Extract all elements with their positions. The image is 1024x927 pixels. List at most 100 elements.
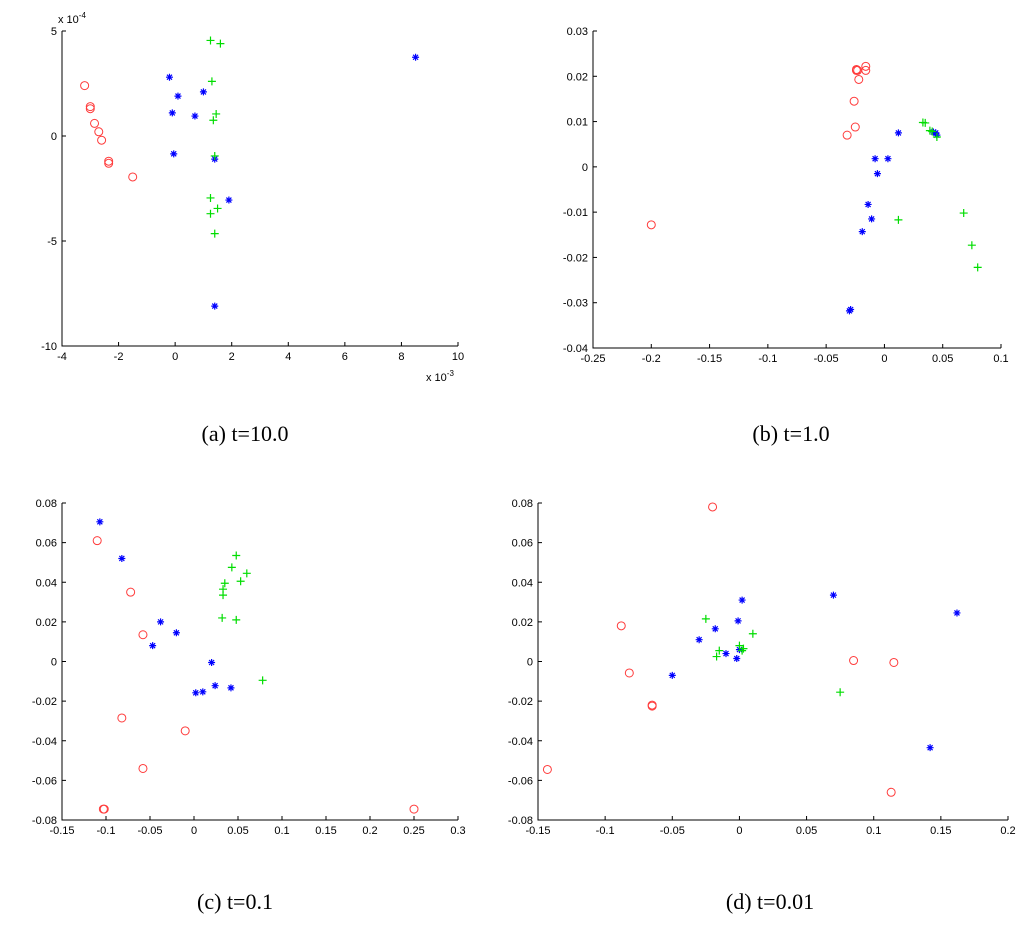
point-class-1 — [646, 220, 656, 230]
point-class-3 — [210, 151, 219, 160]
point-class-3 — [738, 646, 747, 655]
point-class-3 — [712, 652, 721, 661]
y-tick-label: 0.02 — [36, 617, 57, 629]
point-class-2 — [227, 684, 235, 692]
point-class-2 — [118, 554, 126, 562]
y-tick-label: 0.02 — [512, 617, 533, 629]
point-class-2 — [873, 170, 881, 178]
x-tick-label: -0.1 — [97, 825, 116, 837]
point-class-3 — [242, 569, 251, 578]
y-tick-label: -0.01 — [563, 207, 588, 219]
x-tick-label: 0.2 — [362, 825, 377, 837]
point-class-3 — [218, 613, 227, 622]
x-tick-label: 0 — [881, 353, 887, 365]
x-tick-label: 0.2 — [1000, 825, 1015, 837]
y-tick-label: -0.04 — [508, 736, 533, 748]
point-class-2 — [199, 688, 207, 696]
point-class-3 — [894, 215, 903, 224]
x-tick-label: -2 — [114, 351, 124, 363]
point-class-1 — [889, 657, 899, 667]
point-class-3 — [232, 551, 241, 560]
point-class-2 — [695, 636, 703, 644]
point-class-3 — [206, 36, 215, 45]
x-tick-label: 4 — [285, 351, 291, 363]
x-tick-label: 0.05 — [227, 825, 248, 837]
point-class-2 — [932, 129, 940, 137]
point-class-1 — [138, 630, 148, 640]
y-tick-label: -0.02 — [508, 696, 533, 708]
point-class-2 — [412, 53, 420, 61]
point-class-3 — [209, 116, 218, 125]
y-tick-label: -0.04 — [563, 343, 588, 355]
point-class-1 — [854, 74, 864, 84]
point-class-2 — [871, 155, 879, 163]
y-tick-label: 0 — [527, 657, 533, 669]
subplot-b: -0.25 -0.2 -0.15 -0.1 -0.05 0 0.05 0.1 -0.04 -0.0… — [563, 26, 1009, 446]
subplot-caption: (d) t=0.01 — [726, 889, 814, 914]
point-class-1 — [850, 122, 860, 132]
point-class-2 — [668, 671, 676, 679]
point-class-3 — [973, 263, 982, 272]
point-class-3 — [206, 193, 215, 202]
point-class-3 — [921, 118, 930, 127]
x-tick-label: 6 — [342, 351, 348, 363]
x-tick-label: 0 — [172, 351, 178, 363]
point-class-3 — [735, 641, 744, 650]
x-tick-label: 0.05 — [932, 353, 953, 365]
point-class-1 — [886, 787, 896, 797]
point-class-3 — [207, 77, 216, 86]
point-class-2 — [864, 200, 872, 208]
point-class-3 — [212, 109, 221, 118]
x-tick-label: -0.15 — [697, 353, 722, 365]
y-tick-label: 0.06 — [36, 538, 57, 550]
y-tick-label: -0.02 — [563, 252, 588, 264]
point-class-1 — [90, 118, 100, 128]
point-class-3 — [928, 127, 937, 136]
point-class-3 — [210, 229, 219, 238]
point-class-1 — [708, 502, 718, 512]
point-class-3 — [232, 615, 241, 624]
y-tick-label: -5 — [47, 236, 57, 248]
point-class-3 — [715, 646, 724, 655]
point-class-2 — [847, 306, 855, 314]
point-class-3 — [220, 579, 229, 588]
x-tick-label: -0.15 — [525, 825, 550, 837]
point-class-2 — [170, 150, 178, 158]
point-class-3 — [213, 204, 222, 213]
point-class-3 — [967, 241, 976, 250]
point-class-2 — [192, 689, 200, 697]
point-class-3 — [739, 644, 748, 653]
point-class-1 — [616, 621, 626, 631]
x-tick-label: 0.1 — [993, 353, 1008, 365]
point-class-3 — [258, 676, 267, 685]
x-tick-label: -0.1 — [596, 825, 615, 837]
x-tick-label: 10 — [452, 351, 464, 363]
axes-frame — [61, 31, 458, 347]
point-class-3 — [959, 209, 968, 218]
subplot-caption: (b) t=1.0 — [752, 421, 829, 446]
point-class-2 — [868, 215, 876, 223]
x-tick-label: 0.1 — [274, 825, 289, 837]
point-class-2 — [733, 655, 741, 663]
x-tick-label: -0.15 — [49, 825, 74, 837]
x-tick-label: -4 — [57, 351, 67, 363]
point-class-3 — [216, 39, 225, 48]
point-class-1 — [104, 158, 114, 168]
point-class-1 — [138, 763, 148, 773]
point-class-3 — [219, 591, 228, 600]
point-class-3 — [748, 629, 757, 638]
subplot-a: -4 -2 0 2 4 6 8 10 -10 -5 0 5x 10-4 x 10-3 (a) t=10.0 — [41, 11, 464, 446]
point-class-2 — [199, 88, 207, 96]
point-class-2 — [926, 744, 934, 752]
x-multiplier-label: x 10-3 — [426, 369, 454, 384]
point-class-2 — [738, 596, 746, 604]
x-tick-label: 0.15 — [930, 825, 951, 837]
point-class-2 — [211, 682, 219, 690]
point-class-2 — [858, 228, 866, 236]
point-class-1 — [97, 135, 107, 145]
point-class-2 — [96, 518, 104, 526]
subplot-d: -0.15 -0.1 -0.05 0 0.05 0.1 0.15 0.2 -0.08 -0.06 -… — [508, 498, 1016, 914]
point-class-1 — [861, 61, 871, 71]
point-class-1 — [85, 104, 95, 114]
